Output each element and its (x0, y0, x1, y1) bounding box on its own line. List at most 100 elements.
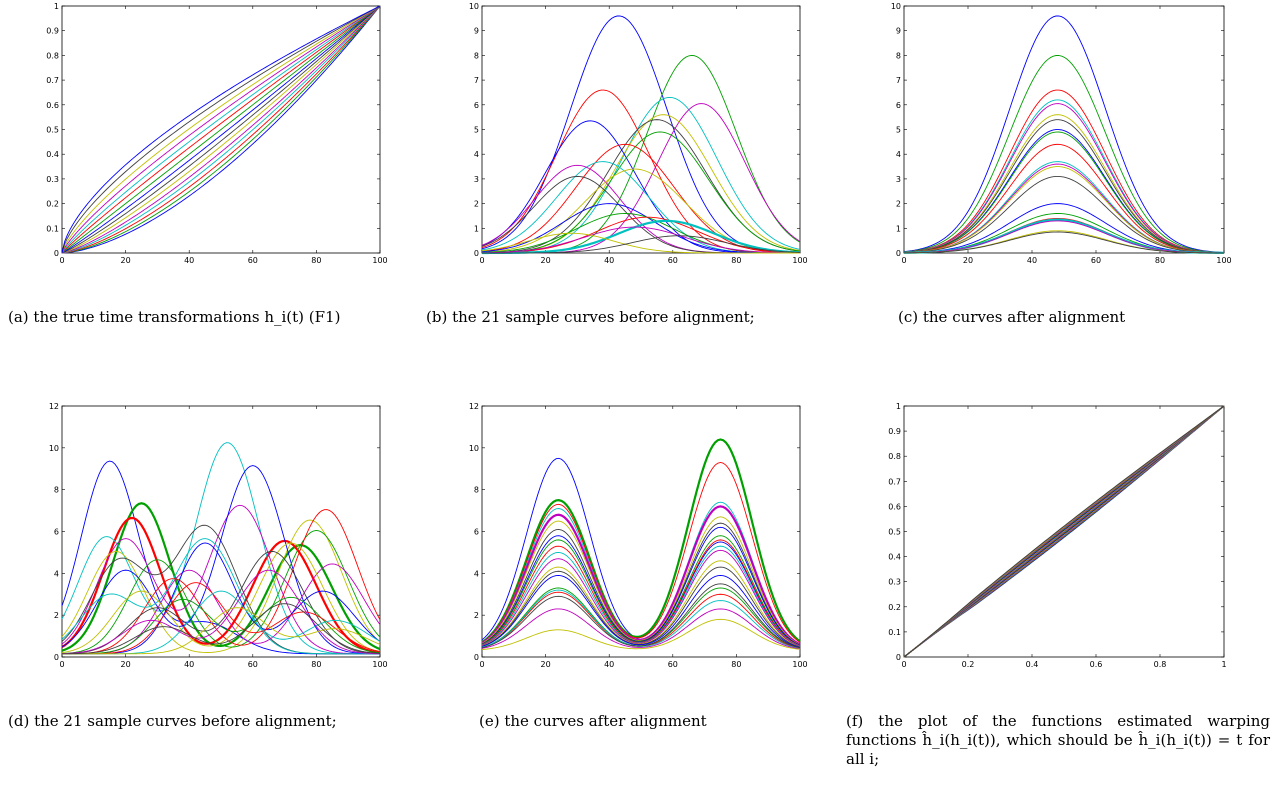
y-tick-label: 0.3 (888, 578, 901, 587)
chart-d: 0 20 40 60 80 100 0 2 4 6 8 10 12 (49, 402, 388, 669)
x-tick-label: 0 (479, 660, 484, 669)
caption-a: (a) the true time transformations h_i(t)… (8, 308, 341, 326)
x-tick-label: 0.4 (1026, 660, 1039, 669)
x-tick-label: 60 (248, 660, 258, 669)
series-line (903, 129, 1225, 254)
series-line (481, 505, 801, 646)
x-tick-label: 0.2 (962, 660, 975, 669)
series-line (481, 96, 801, 254)
series-line (481, 438, 801, 644)
x-tick-label: 40 (184, 256, 194, 265)
series-line (61, 596, 381, 655)
series-line (481, 89, 800, 254)
y-tick-label: 9 (896, 27, 901, 36)
x-tick-label: 60 (668, 256, 678, 265)
series-line (61, 5, 381, 254)
y-tick-label: 4 (474, 569, 479, 578)
y-tick-label: 1 (896, 224, 901, 233)
x-tick-label: 100 (1216, 256, 1231, 265)
chart-c: 0 20 40 60 80 100 0 1 2 3 4 5 6 7 8 9 10 (891, 2, 1232, 265)
y-tick-label: 0 (896, 249, 901, 258)
y-tick-label: 4 (474, 150, 479, 159)
y-tick-label: 5 (896, 126, 901, 135)
series-line (903, 99, 1225, 254)
series-line (903, 220, 1225, 254)
series-line (61, 5, 381, 254)
series-line (481, 583, 801, 649)
series-line (482, 235, 801, 254)
y-tick-label: 0.2 (888, 603, 901, 612)
series-line (481, 232, 800, 254)
plot-frame (903, 405, 1225, 658)
series-line (61, 5, 381, 254)
series-line (481, 549, 801, 647)
series-line (481, 462, 801, 643)
y-tick-label: 6 (54, 528, 59, 537)
series-line (62, 563, 381, 655)
panel-c: 0 20 40 60 80 100 0 1 2 3 4 5 6 7 8 9 10 (840, 0, 1280, 272)
series-line (482, 219, 801, 255)
x-tick-label: 80 (311, 660, 321, 669)
series-line (903, 175, 1225, 254)
y-tick-label: 0.8 (888, 452, 901, 461)
series-line (481, 526, 801, 646)
y-tick-label: 0 (54, 249, 59, 258)
x-tick-label: 0 (479, 256, 484, 265)
series-line (61, 509, 381, 655)
x-tick-label: 0.6 (1090, 660, 1103, 669)
series-line (903, 89, 1225, 254)
y-tick-label: 8 (474, 486, 479, 495)
series-line (903, 131, 1225, 254)
series-line (481, 589, 801, 649)
series-line (62, 607, 381, 655)
series-line (481, 216, 801, 254)
series-line (481, 161, 800, 254)
x-tick-label: 20 (963, 256, 973, 265)
x-tick-label: 0.8 (1154, 660, 1167, 669)
y-tick-label: 0 (474, 653, 479, 662)
chart-f: 0 0.2 0.4 0.6 0.8 1 0 0.1 0.2 0.3 0.4 0.5 0.6 0.7 0.8 0… (888, 402, 1226, 669)
series-line (903, 103, 1225, 254)
x-tick-label: 100 (792, 256, 807, 265)
y-tick-label: 1 (474, 224, 479, 233)
x-tick-label: 60 (668, 660, 678, 669)
series-line (62, 542, 381, 655)
y-tick-label: 6 (896, 101, 901, 110)
y-tick-label: 0.4 (46, 150, 59, 159)
series-line (481, 539, 801, 647)
y-tick-label: 3 (474, 175, 479, 184)
x-tick-label: 100 (372, 660, 387, 669)
series-line (61, 5, 381, 254)
x-tick-label: 40 (1027, 256, 1037, 265)
y-tick-label: 2 (896, 200, 901, 209)
y-tick-label: 0 (474, 249, 479, 258)
y-tick-label: 2 (474, 611, 479, 620)
y-tick-label: 10 (469, 444, 479, 453)
caption-b: (b) the 21 sample curves before alignmen… (426, 308, 755, 326)
y-tick-label: 12 (469, 402, 479, 411)
y-tick-label: 8 (474, 51, 479, 60)
y-tick-label: 4 (54, 569, 59, 578)
plot-frame (481, 5, 801, 254)
x-tick-label: 20 (121, 256, 131, 265)
series-line (61, 465, 381, 655)
series-line (481, 566, 801, 648)
y-tick-label: 0.7 (46, 76, 59, 85)
y-tick-label: 7 (474, 76, 479, 85)
plot-frame (903, 5, 1225, 254)
x-tick-label: 100 (792, 660, 807, 669)
y-tick-label: 0.1 (888, 628, 901, 637)
series-line (903, 143, 1225, 254)
x-tick-label: 80 (1155, 256, 1165, 265)
y-tick-label: 6 (474, 101, 479, 110)
y-tick-label: 5 (474, 126, 479, 135)
series-line (903, 119, 1225, 254)
y-tick-label: 0.6 (46, 101, 59, 110)
series-line (61, 5, 381, 254)
series-line (481, 143, 801, 254)
series-line (481, 516, 801, 646)
chart-e: 0 20 40 60 80 100 0 2 4 6 8 10 12 (469, 402, 808, 669)
y-tick-label: 1 (54, 2, 59, 11)
series-line (61, 502, 381, 652)
y-tick-label: 0.3 (46, 175, 59, 184)
